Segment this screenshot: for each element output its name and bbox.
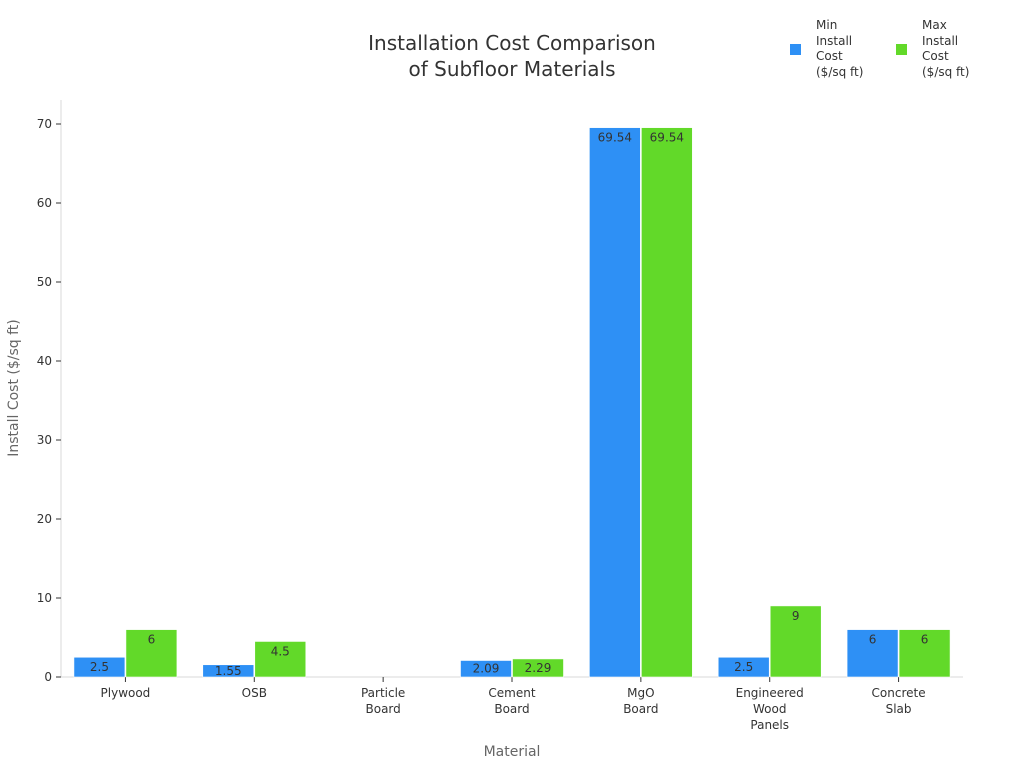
bar-max: [769, 605, 822, 678]
bar-label-min: 6: [869, 633, 877, 647]
x-tick-label-line: Panels: [750, 718, 789, 732]
bar-label-min: 2.5: [734, 660, 753, 674]
x-tick-label-line: Particle: [361, 686, 405, 700]
x-tick-label-line: Engineered: [736, 686, 804, 700]
y-tick-label: 0: [44, 670, 52, 684]
legend-label-min: Min Install Cost ($/sq ft): [816, 18, 876, 80]
y-tick-label: 50: [37, 275, 52, 289]
bar-label-max: 69.54: [650, 131, 684, 145]
legend-swatch-min: [790, 43, 801, 55]
bar-label-max: 4.5: [271, 644, 290, 658]
legend-label-max-line: Cost: [922, 49, 949, 63]
bar-min: [202, 664, 255, 678]
legend-item-max[interactable]: Max Install Cost ($/sq ft): [896, 18, 982, 80]
x-tick-label: Particle Board: [361, 686, 405, 716]
y-axis-title: Install Cost ($/sq ft): [6, 319, 22, 457]
chart-title-line-1: Installation Cost Comparison: [368, 31, 656, 55]
x-tick-label: Concrete Slab: [872, 686, 926, 716]
bar-max: [641, 127, 693, 678]
x-tick-label-line: Wood: [753, 702, 786, 716]
bar-max: [512, 658, 564, 678]
bar-min: [73, 656, 126, 678]
x-tick-label-line: Plywood: [101, 686, 151, 700]
y-tick-label: 20: [37, 512, 52, 526]
y-tick-label: 70: [37, 117, 52, 131]
x-tick-label-line: Slab: [886, 702, 912, 716]
legend-label-min-line: Cost: [816, 49, 843, 63]
x-axis-title: Material: [484, 744, 541, 760]
y-tick-label: 10: [37, 591, 52, 605]
bars: [73, 127, 951, 678]
bar-label-min: 2.09: [473, 662, 500, 676]
legend: Min Install Cost ($/sq ft) Max Install C…: [790, 18, 982, 80]
bar-min: [717, 656, 770, 678]
x-tick-label-line: Board: [366, 702, 401, 716]
x-tick-label: MgO Board: [623, 686, 658, 716]
bar-label-min: 69.54: [598, 131, 632, 145]
x-tick-label-line: Cement: [488, 686, 535, 700]
bar-min: [589, 127, 641, 678]
legend-item-min[interactable]: Min Install Cost ($/sq ft): [790, 18, 876, 80]
legend-label-min-line: Install: [816, 33, 853, 48]
x-tick-label-line: Board: [623, 702, 658, 716]
bar-label-max: 6: [148, 633, 156, 647]
x-tick-label: OSB: [242, 686, 267, 700]
x-tick-label-line: OSB: [242, 686, 267, 700]
x-tick-label: Engineered Wood Panels: [736, 686, 804, 732]
legend-label-max: Max Install Cost ($/sq ft): [922, 18, 982, 80]
legend-label-max-line: Install: [922, 33, 959, 48]
legend-label-min-line: Min: [816, 18, 838, 32]
x-tick-label-line: Board: [494, 702, 529, 716]
x-tick-label-line: MgO: [627, 686, 654, 700]
y-tick-label: 60: [37, 196, 52, 210]
bar-max: [254, 641, 307, 678]
y-tick-label: 30: [37, 433, 52, 447]
x-tick-label: Plywood: [101, 686, 151, 700]
chart-title: Installation Cost Comparison of Subfloor…: [312, 30, 712, 82]
bar-label-max: 2.29: [525, 661, 552, 675]
y-tick-label: 40: [37, 354, 52, 368]
bar-max: [898, 629, 951, 678]
chart-title-line-2: of Subfloor Materials: [408, 57, 616, 81]
bar-label-min: 1.55: [215, 664, 242, 678]
legend-label-min-line: ($/sq ft): [816, 64, 864, 79]
bar-min: [846, 629, 899, 678]
bar-label-max: 6: [921, 633, 929, 647]
legend-label-max-line: ($/sq ft): [922, 64, 970, 79]
bar-labels: 2.5 6 1.55 4.5 2.09 2.29 69.54 69.54 2.5 9 6 6: [90, 131, 929, 678]
bar-label-max: 9: [792, 609, 800, 623]
legend-label-max-line: Max: [922, 18, 947, 32]
bar-min: [460, 660, 512, 678]
bar-label-min: 2.5: [90, 660, 109, 674]
bar-max: [125, 629, 178, 678]
x-tick-label-line: Concrete: [872, 686, 926, 700]
legend-swatch-max: [896, 43, 907, 55]
x-tick-label: Cement Board: [488, 686, 535, 716]
